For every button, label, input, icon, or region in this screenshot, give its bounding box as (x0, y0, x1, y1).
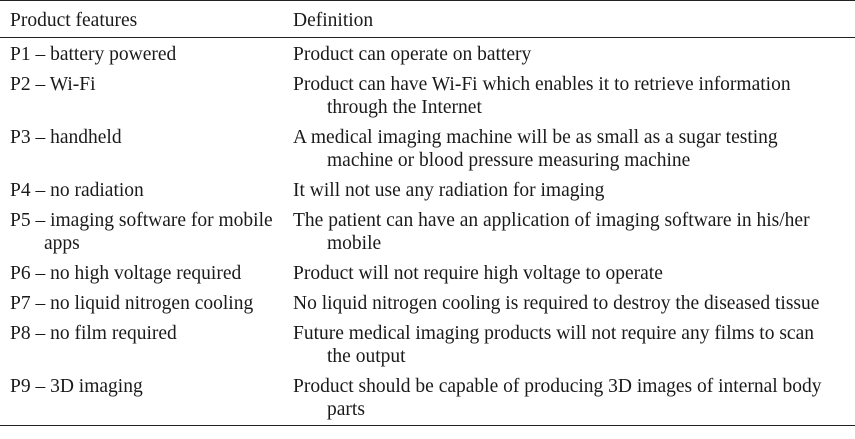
definition-text: The patient can have an application of i… (293, 210, 810, 254)
table-header-row: Product features Definition (0, 0, 855, 38)
definition-text: Product can operate on battery (293, 44, 532, 65)
definition-text: Product should be capable of producing 3… (293, 376, 822, 420)
table-row: P7 – no liquid nitrogen cooling No liqui… (0, 289, 855, 319)
definition-text: A medical imaging machine will be as sma… (293, 127, 778, 171)
definition-cell: Product can have Wi-Fi which enables it … (293, 70, 855, 123)
table-row: P5 – imaging software for mobile apps Th… (0, 206, 855, 259)
header-product-features: Product features (10, 10, 138, 31)
table-row: P1 – battery powered Product can operate… (0, 38, 855, 71)
definition-cell: Product should be capable of producing 3… (293, 372, 855, 426)
feature-cell: P2 – Wi-Fi (10, 74, 96, 95)
definition-cell: No liquid nitrogen cooling is required t… (293, 289, 855, 319)
definition-text: It will not use any radiation for imagin… (293, 180, 605, 201)
table-row: P2 – Wi-Fi Product can have Wi-Fi which … (0, 70, 855, 123)
table-row: P6 – no high voltage required Product wi… (0, 259, 855, 289)
feature-cell: P8 – no film required (10, 323, 177, 344)
feature-cell: P7 – no liquid nitrogen cooling (10, 293, 254, 314)
feature-text: P5 – imaging software for mobile apps (10, 210, 273, 254)
definition-text: No liquid nitrogen cooling is required t… (293, 293, 820, 314)
definition-text: Future medical imaging products will not… (293, 323, 814, 367)
feature-cell: P1 – battery powered (10, 44, 177, 65)
table-row: P4 – no radiation It will not use any ra… (0, 176, 855, 206)
feature-cell: P5 – imaging software for mobile apps (0, 206, 293, 259)
feature-cell: P4 – no radiation (10, 180, 144, 201)
definition-cell: A medical imaging machine will be as sma… (293, 123, 855, 176)
table-row: P3 – handheld A medical imaging machine … (0, 123, 855, 176)
definition-cell: It will not use any radiation for imagin… (293, 176, 855, 206)
definition-cell: Future medical imaging products will not… (293, 319, 855, 372)
table-row: P8 – no film required Future medical ima… (0, 319, 855, 372)
table-row: P9 – 3D imaging Product should be capabl… (0, 372, 855, 426)
definition-text: Product will not require high voltage to… (293, 263, 663, 284)
feature-cell: P6 – no high voltage required (10, 263, 242, 284)
header-definition: Definition (293, 10, 374, 31)
definition-text: Product can have Wi-Fi which enables it … (293, 74, 791, 118)
features-table-container: Product features Definition P1 – battery… (0, 0, 855, 426)
feature-cell: P3 – handheld (10, 127, 122, 148)
feature-cell: P9 – 3D imaging (10, 376, 143, 397)
definition-cell: Product can operate on battery (293, 38, 855, 71)
product-features-table: Product features Definition P1 – battery… (0, 0, 855, 426)
definition-cell: Product will not require high voltage to… (293, 259, 855, 289)
definition-cell: The patient can have an application of i… (293, 206, 855, 259)
